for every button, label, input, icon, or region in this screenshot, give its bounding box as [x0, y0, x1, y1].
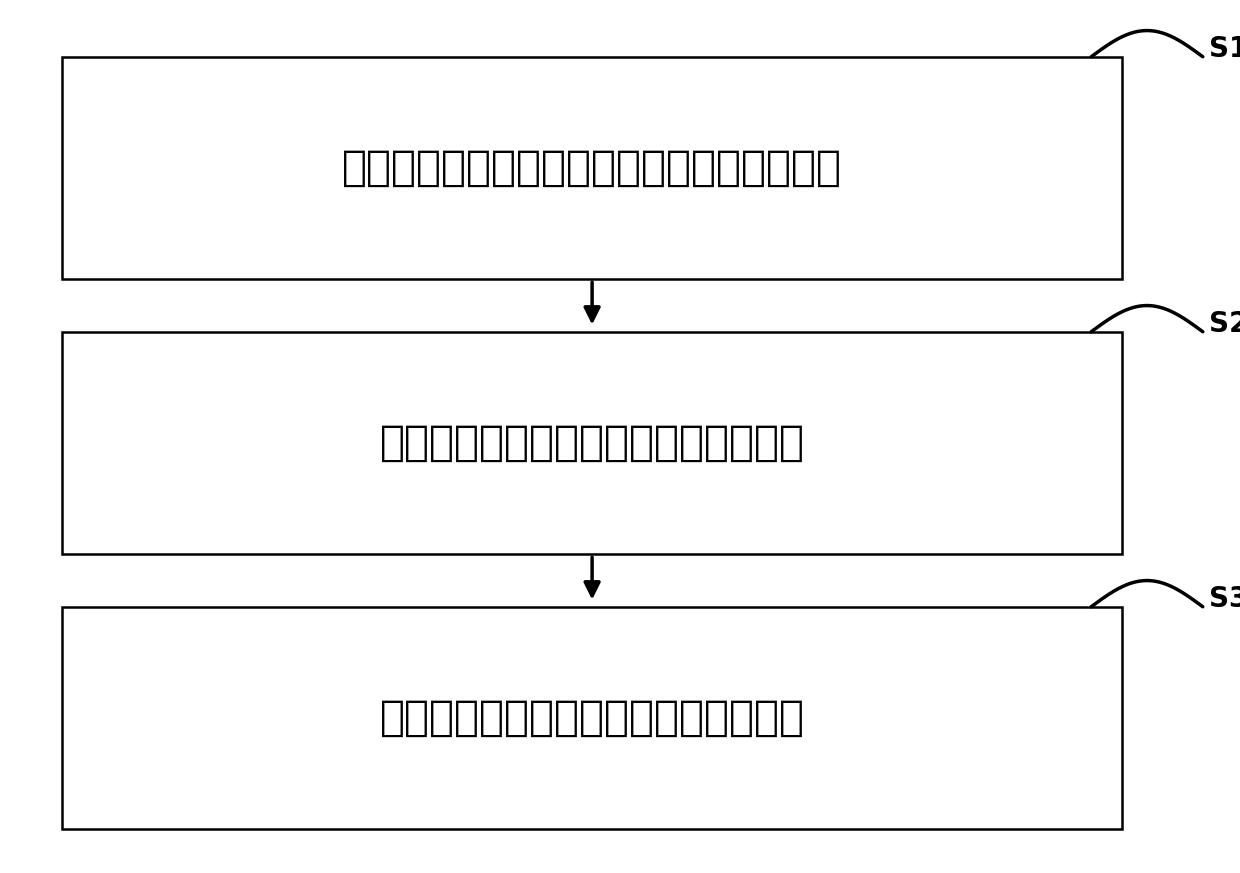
Text: S2: S2	[1209, 310, 1240, 338]
Text: 收集箱的底板上分别得到分离后的颗粒: 收集箱的底板上分别得到分离后的颗粒	[379, 697, 805, 739]
Text: 将混合颗粒置入储料斗中，并进行分离: 将混合颗粒置入储料斗中，并进行分离	[379, 422, 805, 464]
Bar	[62, 607, 1122, 829]
Text: S3: S3	[1209, 585, 1240, 613]
Text: 粉碎光伏组件并进行颗粒筛分，得到混合颗粒: 粉碎光伏组件并进行颗粒筛分，得到混合颗粒	[342, 147, 842, 189]
Bar	[62, 332, 1122, 554]
Text: S1: S1	[1209, 35, 1240, 63]
Bar	[62, 57, 1122, 279]
